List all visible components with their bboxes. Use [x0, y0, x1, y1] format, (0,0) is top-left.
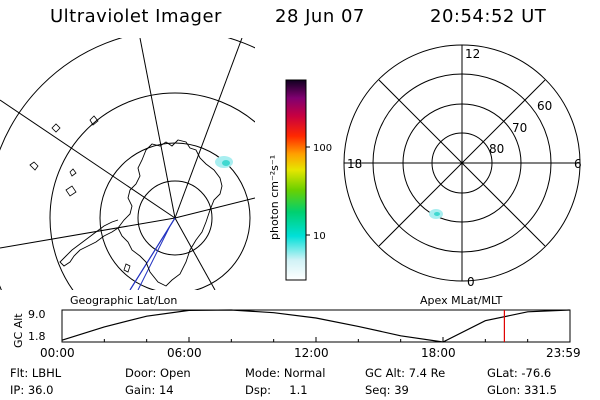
altitude-ytick: 9.0 [28, 308, 46, 321]
meridian-line [0, 217, 176, 249]
polar-plot-label: Apex MLat/MLT [420, 294, 503, 307]
glat-info: GLat: -76.6 [487, 366, 552, 380]
antarctic-peninsula [59, 219, 119, 267]
filter-info: Flt: LBHL [10, 366, 62, 380]
door-info: Door: Open [125, 366, 191, 380]
mode-info: Mode: Normal [245, 366, 326, 380]
altitude-xtick: 00:00 [40, 346, 75, 360]
meridian-line [139, 38, 176, 219]
colorbar-tick-10: 10 [313, 231, 326, 242]
dsp-info: Dsp: 1.1 [245, 383, 308, 397]
gc-alt-info: GC Alt: 7.4 Re [365, 366, 446, 380]
lat-circle [49, 92, 255, 290]
altitude-xtick: 12:00 [294, 346, 329, 360]
altitude-series-line [61, 309, 570, 343]
ip-info: IP: 36.0 [10, 383, 54, 397]
colorbar-tick-100: 100 [313, 143, 332, 154]
lat-circle [0, 38, 255, 290]
satellite-track [137, 225, 171, 290]
altitude-xtick: 23:59 [546, 346, 581, 360]
header-time: 20:54:52 UT [430, 6, 547, 27]
mlt-label-0: 0 [467, 275, 475, 289]
aurora-emission [434, 212, 440, 216]
island [29, 161, 39, 171]
island [51, 123, 61, 133]
mlt-line [378, 79, 546, 247]
altitude-ytick: 1.8 [28, 330, 46, 343]
meridian-line [174, 197, 255, 219]
mlt-label-12: 12 [465, 47, 480, 61]
lat-circle [137, 180, 213, 256]
altitude-xtick: 18:00 [421, 346, 456, 360]
app-title: Ultraviolet Imager [50, 6, 222, 27]
meridian-line [174, 217, 216, 290]
mlt-label-6: 6 [574, 157, 582, 171]
mlat-label-80: 80 [489, 142, 504, 156]
island [69, 168, 77, 177]
glon-info: GLon: 331.5 [487, 383, 557, 397]
colorbar-unit-label: photon cm⁻²s⁻¹ [268, 155, 281, 240]
colorbar: 100 10 photon cm⁻²s⁻¹ [268, 79, 332, 281]
altitude-axis-title: GC Alt [12, 313, 25, 348]
geographic-map [0, 38, 255, 290]
meridian-line [174, 38, 243, 219]
geographic-map-label: Geographic Lat/Lon [70, 294, 178, 307]
antarctica-coastline [117, 139, 223, 287]
island [123, 263, 131, 273]
altitude-plot: GC Alt 9.0 1.8 [12, 308, 571, 348]
mlat-label-60: 60 [537, 99, 552, 113]
mlt-label-18: 18 [347, 157, 362, 171]
altitude-xtick: 06:00 [167, 346, 202, 360]
aurora-emission [222, 160, 230, 166]
island [89, 115, 99, 126]
gain-info: Gain: 14 [125, 383, 174, 397]
seq-info: Seq: 39 [365, 383, 409, 397]
header-date: 28 Jun 07 [275, 6, 365, 27]
mlat-label-70: 70 [512, 121, 527, 135]
polar-plot [343, 44, 581, 282]
meridian-line [0, 99, 176, 219]
island [65, 185, 77, 197]
colorbar-scale [285, 79, 307, 281]
